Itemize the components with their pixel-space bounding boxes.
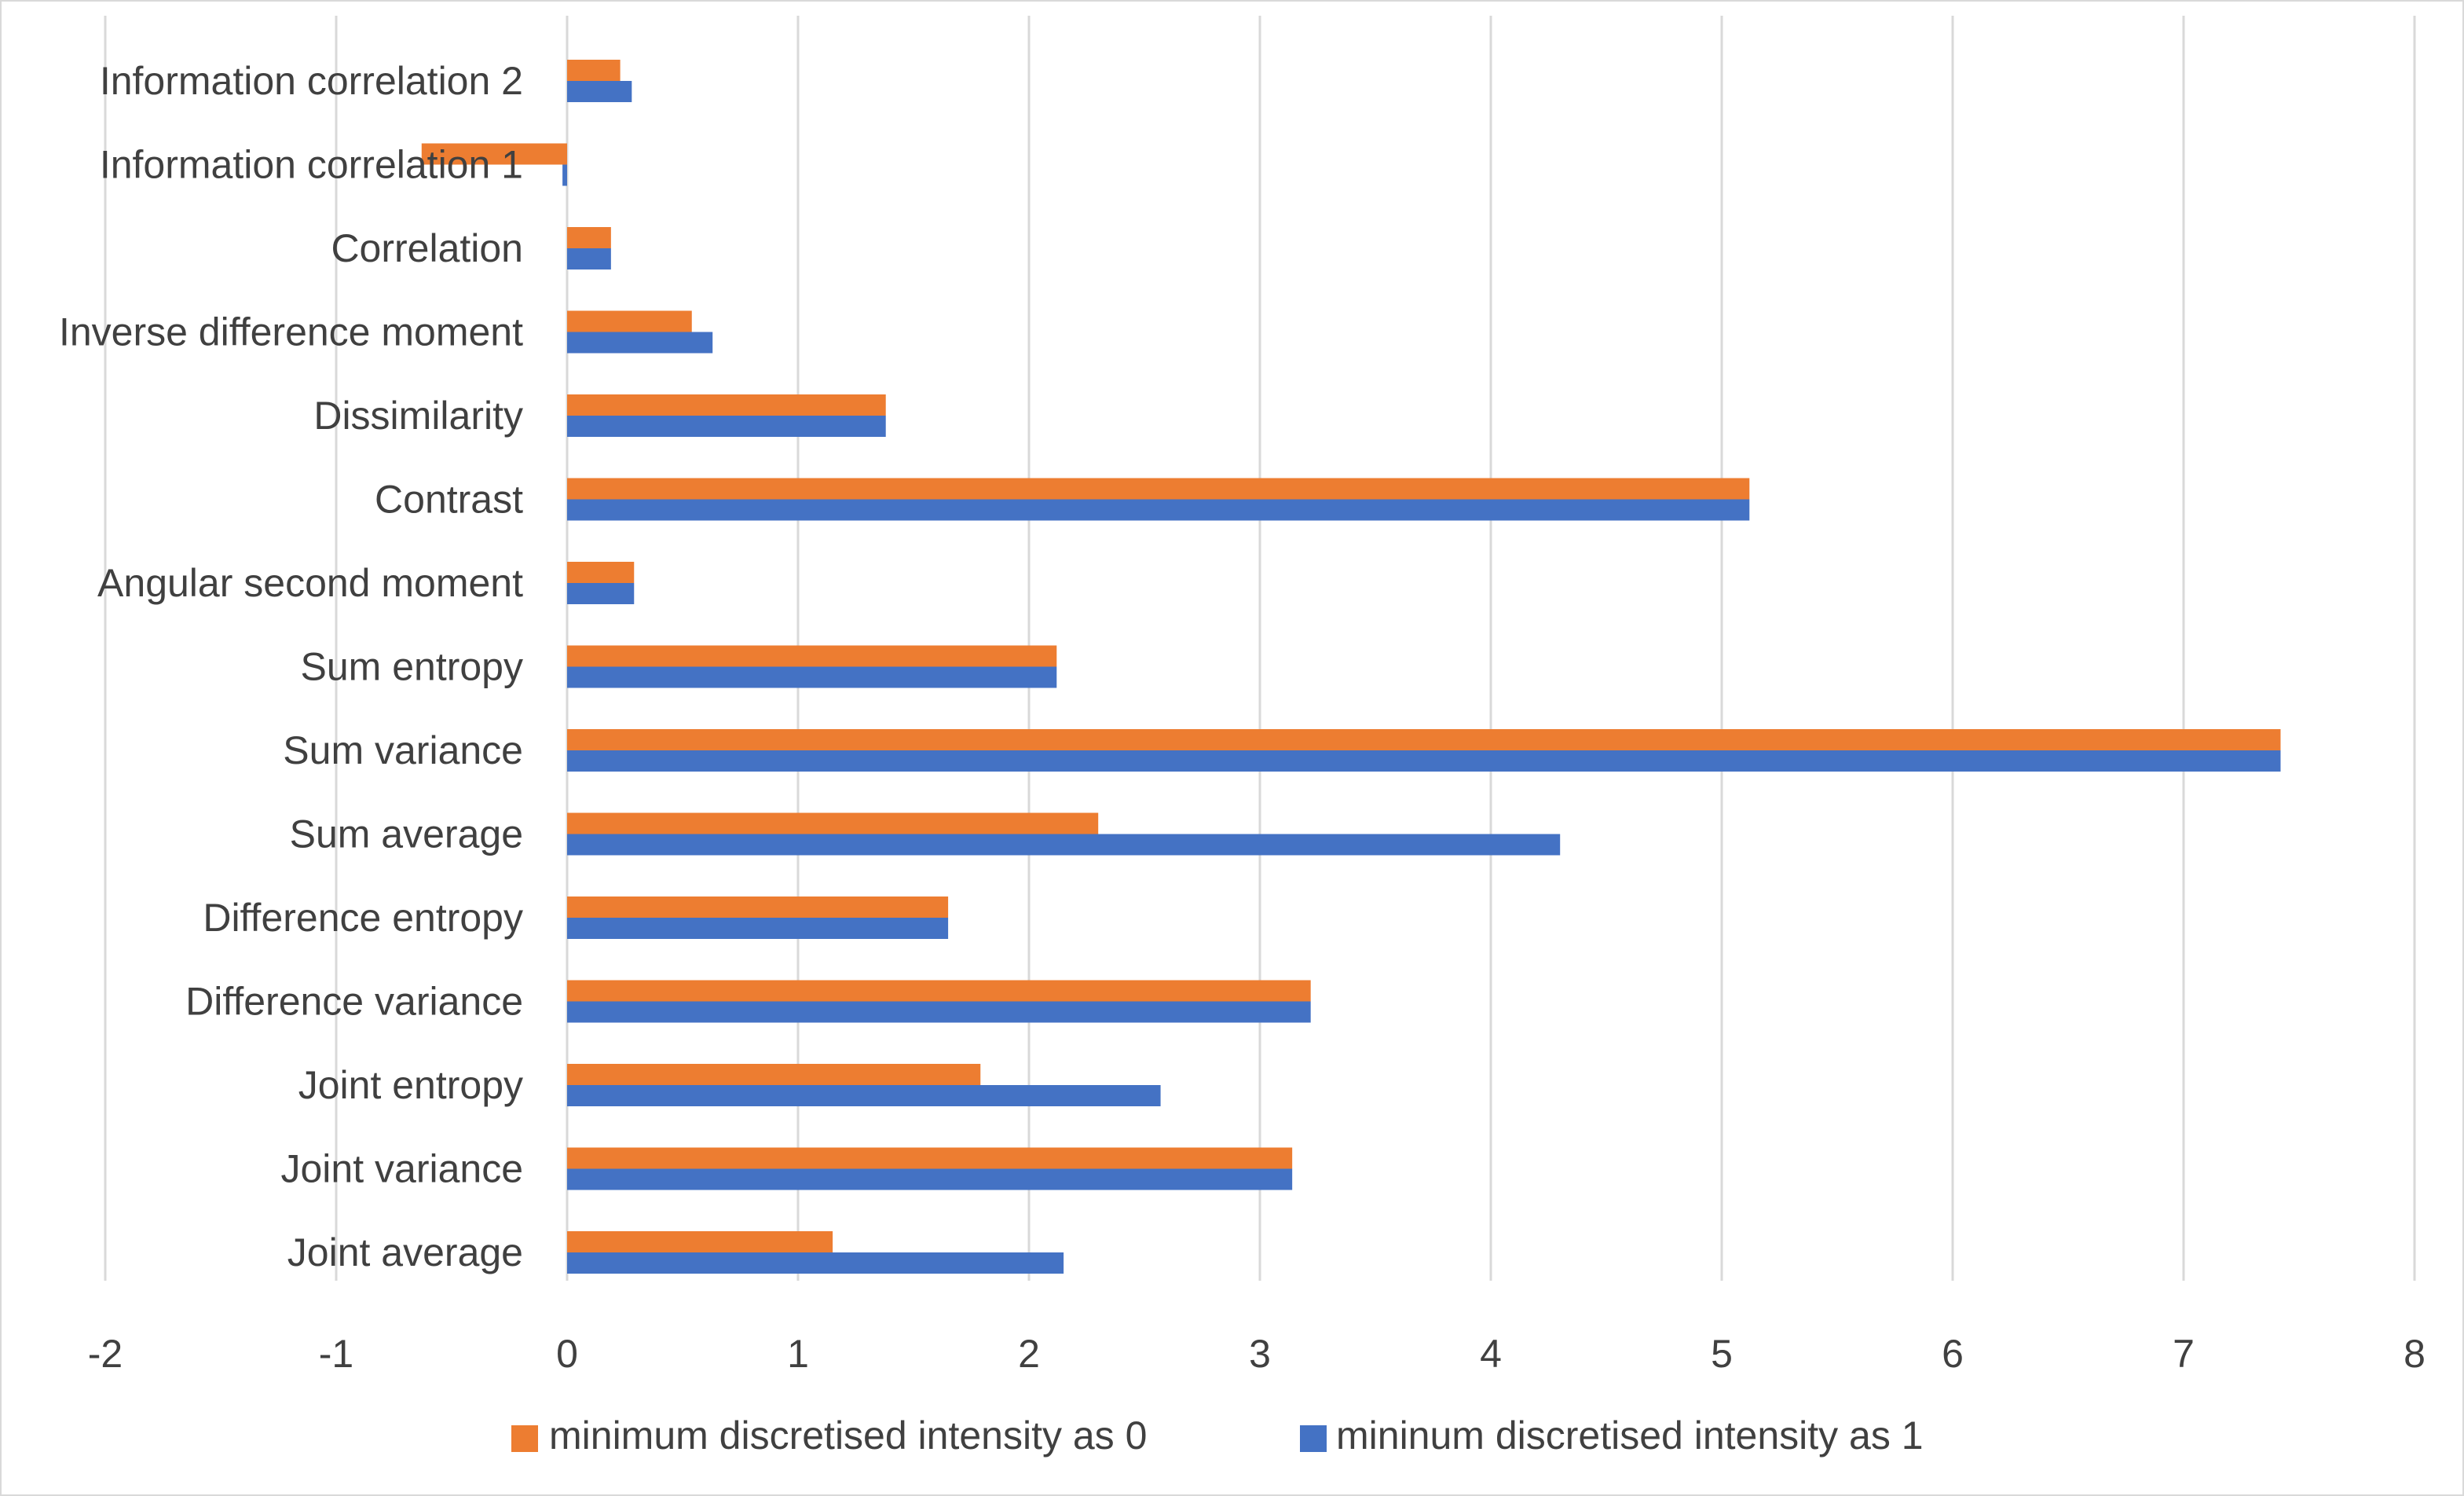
bar-series-1 [567,1168,1293,1190]
bar-series-0 [421,143,567,165]
legend-label-series-0: minimum discretised intensity as 0 [549,1414,1147,1458]
category-label: Contrast [375,478,523,522]
bar-series-1 [567,666,1057,688]
bar-series-0 [567,227,611,248]
x-tick-label: 4 [1480,1332,1502,1376]
bar-series-0 [567,1147,1293,1169]
category-label: Information correlation 2 [100,59,523,103]
legend-label-series-1: mininum discretised intensity as 1 [1336,1414,1924,1458]
bar-series-0 [567,896,949,918]
x-tick-label: 2 [1018,1332,1040,1376]
bar-series-0 [567,1231,833,1252]
bar-series-0 [567,812,1099,834]
x-tick-label: 3 [1249,1332,1271,1376]
x-tick-label: 5 [1711,1332,1733,1376]
bar-series-0 [567,645,1057,667]
category-labels: Joint average Joint variance Joint entropy… [59,59,523,1274]
x-tick-label: 6 [1942,1332,1964,1376]
category-label: Sum average [290,812,523,856]
legend-swatch-series-0 [511,1425,538,1452]
bar-series-1 [562,164,567,186]
bar-series-0 [567,562,635,583]
x-tick-label: -1 [319,1332,353,1376]
category-label: Difference entropy [203,896,523,940]
legend: minimum discretised intensity as 0 minin… [511,1414,1924,1458]
category-label: Sum variance [283,728,523,772]
category-label: Inverse difference moment [59,310,523,354]
category-label: Difference variance [185,980,523,1024]
bar-series-1 [567,499,1750,521]
x-tick-label: 8 [2404,1332,2426,1376]
category-label: Dissimilarity [313,394,523,438]
bar-series-1 [567,1252,1064,1274]
bar-series-0 [567,1064,981,1085]
bar-series-0 [567,310,692,332]
category-label: Correlation [331,226,523,270]
bar-series-1 [567,583,635,604]
bar-series-0 [567,478,1750,500]
category-label: Information correlation 1 [100,143,523,187]
bar-series-1 [567,750,2281,772]
bar-series-1 [567,1085,1161,1106]
bar-series-0 [567,394,886,416]
x-axis-tick-labels: -2 -1 0 1 2 3 4 5 6 7 8 [88,1332,2426,1376]
bar-series-1 [567,416,886,437]
bar-series-1 [567,834,1561,856]
bar-series-1 [567,1001,1311,1023]
category-label: Sum entropy [301,645,523,689]
bar-series-1 [567,918,949,939]
bar-series-1 [567,332,713,354]
legend-swatch-series-1 [1300,1425,1327,1452]
bars [421,60,2281,1274]
x-tick-label: 0 [556,1332,578,1376]
category-label: Angular second moment [97,561,523,605]
x-tick-label: 1 [787,1332,809,1376]
bar-series-1 [567,81,632,102]
bar-series-0 [567,980,1311,1002]
category-label: Joint average [287,1230,523,1274]
category-label: Joint entropy [298,1063,523,1107]
category-label: Joint variance [281,1147,524,1191]
bar-series-1 [567,248,611,270]
bar-series-0 [567,60,621,81]
x-tick-label: 7 [2173,1332,2195,1376]
x-tick-label: -2 [88,1332,123,1376]
bar-series-0 [567,729,2281,750]
